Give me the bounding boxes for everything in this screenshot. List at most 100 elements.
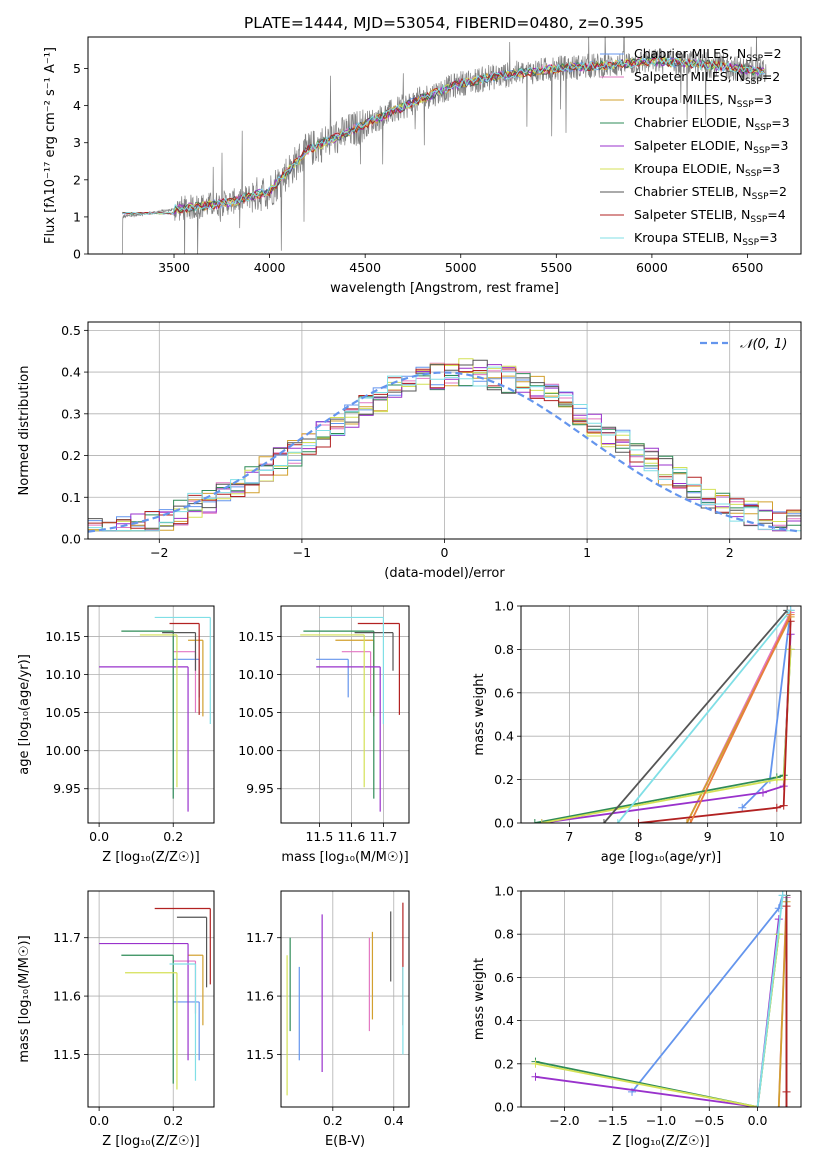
spectrum-xlabel: wavelength [Angstrom, rest frame]: [330, 281, 559, 296]
legend-label-4: Chabrier ELODIE, NSSP=3: [634, 115, 790, 133]
age-vs-Z-ytick-label: 10.05: [45, 705, 81, 720]
residual-histogram-ytick-label: 0.0: [61, 532, 81, 547]
mass-weight-vs-Z-marker: [753, 1103, 762, 1107]
residual-histogram-xlabel: (data-model)/error: [384, 566, 505, 581]
mass-weight-vs-Z-plot-area: [531, 891, 791, 1107]
mass-weight-vs-Z-line-3: [777, 901, 788, 1107]
age-vs-mass-plot-area: [300, 616, 400, 812]
spectrum-xtick-label: 6500: [732, 260, 764, 275]
residual-histogram-xtick-label: 0: [441, 545, 449, 560]
mass-weight-vs-Z-xlabel: Z [log₁₀(Z/Z☉)]: [612, 1134, 709, 1149]
age-vs-mass-ytick-label: 10.05: [238, 705, 274, 720]
residual-histogram-axes: −2 −1 0 1 2 0.0 0.1 0.2 0.3 0.4 0.5 (data-model)/er…: [17, 321, 802, 581]
age-vs-mass-xtick-label: 11.6: [337, 829, 365, 844]
age-vs-mass-point-8: [357, 622, 400, 715]
mass-weight-vs-age-marker: [758, 788, 767, 797]
age-vs-mass-point-1: [316, 658, 349, 698]
mass-vs-Z-frame: [87, 890, 215, 1108]
panels-group: 3500 4000 4500 5000 5500 6000 6500 0 1 2 3 4 5 wavele…: [17, 36, 802, 1149]
age-vs-Z-point-5: [99, 666, 189, 812]
mass-weight-vs-Z-marker: [782, 902, 791, 911]
mass-vs-Z-point-9: [169, 963, 197, 1081]
mass-weight-vs-Z-marker: [782, 1103, 791, 1107]
spectrum-model-line-9: [122, 56, 766, 215]
mass-weight-vs-Z-line-1: [631, 895, 784, 1093]
legend-label-7: Chabrier STELIB, NSSP=2: [634, 184, 787, 202]
histogram-legend: 𝒩(0, 1): [700, 337, 787, 352]
mass-weight-vs-Z-marker: [774, 1103, 783, 1107]
spectrum-ytick-label: 1: [73, 209, 81, 224]
mass-vs-EBV-frame: [280, 890, 410, 1108]
spectrum-frame: [87, 36, 802, 255]
mass-weight-vs-Z-xtick-label: −1.0: [646, 1113, 676, 1128]
spectrum-ytick-label: 5: [73, 61, 81, 76]
mass-weight-vs-Z-line-9: [756, 895, 784, 1107]
mass-vs-Z-point-3: [188, 954, 204, 1026]
residual-histogram-xtick-label: −1: [293, 545, 311, 560]
spectrum-ylabel: Flux [fλ10⁻¹⁷ erg cm⁻² s⁻¹ A⁻¹]: [43, 47, 58, 244]
mass-vs-EBV-plot-area: [286, 902, 404, 1096]
mass-weight-vs-Z-axes: −2.0 −1.5 −1.0 −0.5 0.0 0.0 0.2 0.4 0.6 0.8 1.0 Z […: [472, 884, 802, 1149]
spectrum-ytick-label: 0: [73, 247, 81, 262]
age-vs-mass-xtick-label: 11.5: [305, 829, 333, 844]
residual-histogram-xtick-label: 2: [726, 545, 734, 560]
mass-vs-Z-point-8: [154, 907, 211, 985]
residual-histogram-xtick-label: −2: [150, 545, 168, 560]
mass-weight-vs-age-ytick-label: 0.6: [494, 685, 514, 700]
spectrum-xtick-label: 5500: [540, 260, 572, 275]
spectrum-xtick-label: 6000: [636, 260, 668, 275]
spectrum-axes: 3500 4000 4500 5000 5500 6000 6500 0 1 2 3 4 5 wavele…: [43, 36, 802, 296]
spectrum-ytick-label: 3: [73, 135, 81, 150]
mass-vs-Z-ylabel: mass [log₁₀(M/M☉)]: [17, 935, 32, 1062]
age-vs-mass-point-9: [319, 616, 384, 725]
age-vs-Z-axes: 0.0 0.2 9.95 10.00 10.05 10.10 10.15 Z [log₁₀(Z…: [17, 605, 215, 865]
age-vs-mass-ytick-label: 9.95: [246, 781, 274, 796]
mass-weight-vs-Z-ytick-label: 0.6: [494, 970, 514, 985]
mass-vs-Z-point-5: [99, 942, 189, 1061]
spectrum-plot-area: [118, 37, 767, 254]
spectrum-xtick-label: 4500: [349, 260, 381, 275]
residual-histogram-ytick-label: 0.5: [61, 323, 81, 338]
mass-weight-vs-Z-ytick-label: 0.8: [494, 927, 514, 942]
mass-vs-EBV-ytick-label: 11.6: [246, 989, 274, 1004]
mass-weight-vs-Z-marker: [782, 1087, 791, 1096]
age-vs-Z-xlabel: Z [log₁₀(Z/Z☉)]: [102, 850, 199, 865]
age-vs-Z-ytick-label: 10.10: [45, 667, 81, 682]
mass-weight-vs-age-marker: [786, 610, 795, 619]
age-vs-mass-xtick-label: 11.7: [369, 829, 397, 844]
mass-weight-vs-Z-ytick-label: 0.0: [494, 1100, 514, 1115]
mass-vs-Z-point-7: [176, 916, 208, 988]
mass-weight-vs-age-ytick-label: 0.4: [494, 729, 514, 744]
mass-weight-vs-age-xtick-label: 8: [635, 829, 643, 844]
mass-weight-vs-Z-ytick-label: 1.0: [494, 884, 514, 899]
mass-weight-vs-Z-ytick-label: 0.2: [494, 1056, 514, 1071]
residual-histogram-xtick-label: 1: [583, 545, 591, 560]
mass-vs-Z-ytick-label: 11.5: [53, 1047, 81, 1062]
legend-label-5: Salpeter ELODIE, NSSP=3: [634, 138, 788, 156]
mass-vs-EBV-xlabel: E(B-V): [325, 1134, 365, 1149]
mass-weight-vs-age-marker: [772, 803, 781, 812]
mass-weight-vs-age-axes: 7 8 9 10 0.0 0.2 0.4 0.6 0.8 1.0 age [log₁₀(age/yr…: [472, 599, 802, 865]
mass-weight-vs-age-marker: [613, 819, 622, 823]
mass-vs-EBV-ytick-label: 11.5: [246, 1047, 274, 1062]
residual-histogram-frame: [87, 321, 802, 540]
age-vs-mass-point-4: [303, 630, 375, 799]
mass-vs-Z-xlabel: Z [log₁₀(Z/Z☉)]: [102, 1134, 199, 1149]
legend-label-1: Chabrier MILES, NSSP=2: [634, 46, 782, 64]
mass-weight-vs-age-xtick-label: 7: [565, 829, 573, 844]
age-vs-mass-point-7: [354, 632, 394, 671]
age-vs-Z-ytick-label: 10.00: [45, 743, 81, 758]
mass-vs-Z-xtick-label: 0.2: [163, 1113, 183, 1128]
spectrum-ytick-label: 4: [73, 98, 81, 113]
mass-weight-vs-Z-ytick-label: 0.4: [494, 1013, 514, 1028]
histogram-step-8: [88, 363, 801, 529]
age-vs-Z-plot-area: [99, 616, 211, 812]
spectrum-xtick-label: 4000: [254, 260, 286, 275]
mass-weight-vs-Z-frame: [520, 890, 802, 1108]
mass-weight-vs-age-marker: [786, 645, 795, 654]
mass-weight-vs-age-ytick-label: 0.0: [494, 816, 514, 831]
mass-vs-Z-point-6: [125, 972, 178, 1090]
mass-vs-Z-point-4: [121, 954, 174, 1084]
mass-weight-vs-age-marker: [530, 819, 539, 823]
